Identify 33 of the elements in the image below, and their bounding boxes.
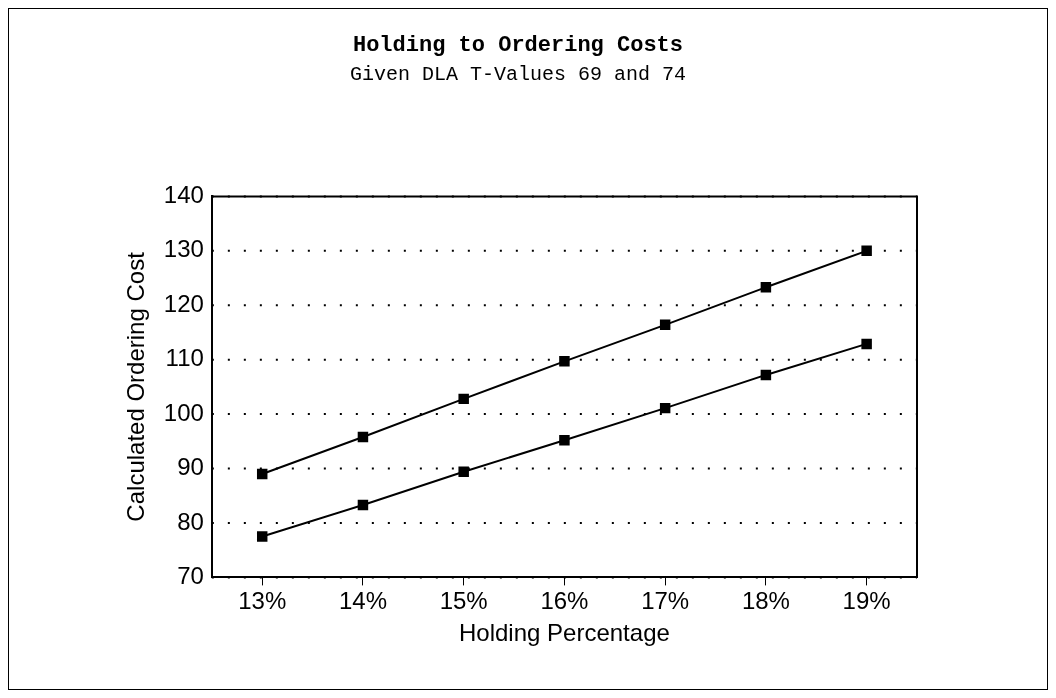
y-tick-label: 80 [177,507,204,535]
point [357,499,369,511]
chart-title: Holding to Ordering Costs [352,32,684,58]
point [659,402,671,414]
chart-subtitle: Given DLA T-Values 69 and 74 [349,62,687,86]
point [559,435,570,446]
point [760,282,772,293]
point [760,369,772,381]
x-tick-label: 14% [338,587,387,615]
y-tick-label: 130 [163,235,204,263]
point [659,319,671,331]
x-tick-label: 19% [842,587,891,615]
x-tick-label: 17% [641,587,690,615]
x-tick-label: 15% [439,587,488,615]
x-tick-label: 13% [238,587,287,615]
y-tick-label: 90 [177,453,204,481]
point [256,531,268,542]
y-tick-label: 110 [165,344,204,372]
y-tick-label: 70 [177,562,204,590]
x-tick-label: 16% [540,587,589,615]
y-tick-label: 100 [163,398,204,426]
y-tick-label: 140 [163,181,204,209]
point [458,393,469,405]
y-tick-label: 120 [163,289,204,317]
x-axis-title: Holding Percentage [459,619,670,647]
point [458,466,469,478]
x-tick-label: 18% [741,587,790,615]
point [559,356,570,367]
point [861,338,872,350]
point [861,245,872,257]
point [256,468,268,480]
point [357,431,369,443]
y-axis-title: Calculated Ordering Cost [122,251,150,522]
